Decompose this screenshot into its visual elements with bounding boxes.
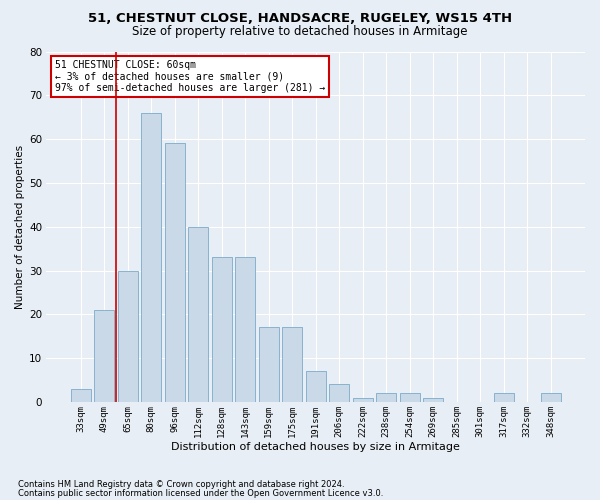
Bar xyxy=(71,389,91,402)
Bar xyxy=(494,393,514,402)
Bar xyxy=(188,226,208,402)
Bar xyxy=(329,384,349,402)
X-axis label: Distribution of detached houses by size in Armitage: Distribution of detached houses by size … xyxy=(171,442,460,452)
Bar xyxy=(282,328,302,402)
Bar xyxy=(142,113,161,402)
Bar xyxy=(353,398,373,402)
Bar xyxy=(212,258,232,402)
Bar xyxy=(541,393,560,402)
Text: 51 CHESTNUT CLOSE: 60sqm
← 3% of detached houses are smaller (9)
97% of semi-det: 51 CHESTNUT CLOSE: 60sqm ← 3% of detache… xyxy=(55,60,325,94)
Bar xyxy=(306,372,326,402)
Y-axis label: Number of detached properties: Number of detached properties xyxy=(15,144,25,309)
Text: 51, CHESTNUT CLOSE, HANDSACRE, RUGELEY, WS15 4TH: 51, CHESTNUT CLOSE, HANDSACRE, RUGELEY, … xyxy=(88,12,512,26)
Bar xyxy=(423,398,443,402)
Bar xyxy=(165,144,185,402)
Bar xyxy=(400,393,419,402)
Text: Size of property relative to detached houses in Armitage: Size of property relative to detached ho… xyxy=(132,25,468,38)
Text: Contains HM Land Registry data © Crown copyright and database right 2024.: Contains HM Land Registry data © Crown c… xyxy=(18,480,344,489)
Bar xyxy=(118,270,138,402)
Bar xyxy=(235,258,255,402)
Text: Contains public sector information licensed under the Open Government Licence v3: Contains public sector information licen… xyxy=(18,488,383,498)
Bar xyxy=(259,328,279,402)
Bar xyxy=(94,310,115,402)
Bar xyxy=(376,393,396,402)
